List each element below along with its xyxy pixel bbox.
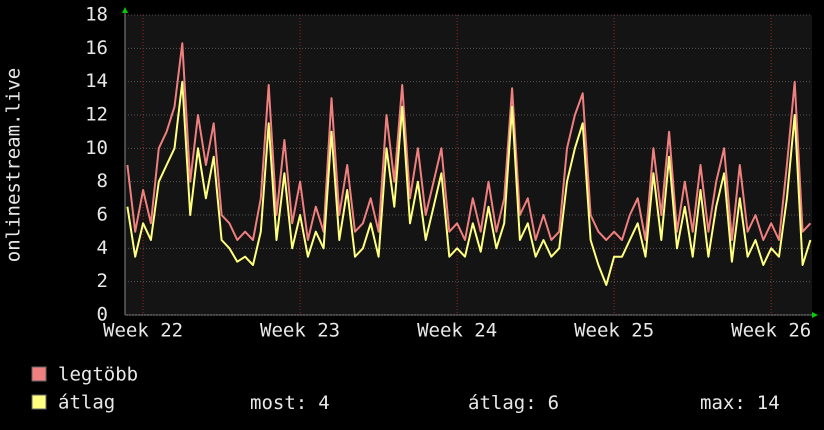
x-tick-label: Week 23	[260, 320, 340, 342]
stat-label: most:	[250, 392, 307, 414]
legend-label: átlag	[58, 392, 115, 414]
y-axis-label: onlinestream.live	[3, 68, 25, 262]
y-tick-label: 8	[97, 170, 108, 192]
y-tick-label: 12	[85, 104, 108, 126]
y-tick-label: 4	[97, 237, 108, 259]
axis-arrow	[122, 7, 128, 13]
y-tick-label: 0	[97, 304, 108, 326]
legend-stat: most: 4	[250, 392, 330, 414]
x-tick-label: Week 25	[574, 320, 654, 342]
legend-swatch	[31, 366, 47, 382]
plot-area	[125, 15, 812, 315]
legend-stat: max: 14	[700, 392, 780, 414]
x-tick-label: Week 22	[103, 320, 183, 342]
stat-label: max:	[700, 392, 746, 414]
legend-swatch	[31, 394, 47, 410]
x-tick-label: Week 26	[731, 320, 811, 342]
y-tick-label: 14	[85, 70, 108, 92]
y-tick-label: 6	[97, 204, 108, 226]
series-line	[126, 42, 812, 241]
y-tick-label: 2	[97, 270, 108, 292]
y-tick-label: 18	[85, 4, 108, 26]
series-line	[126, 80, 812, 286]
stat-label: átlag:	[468, 392, 537, 414]
legend-label: legtöbb	[58, 364, 138, 386]
stat-value: 4	[318, 392, 329, 414]
x-tick-label: Week 24	[417, 320, 497, 342]
y-tick-label: 10	[85, 137, 108, 159]
y-tick-label: 16	[85, 37, 108, 59]
stat-value: 14	[757, 392, 780, 414]
legend-stat: átlag: 6	[468, 392, 559, 414]
axis-arrow	[812, 312, 818, 318]
stat-value: 6	[548, 392, 559, 414]
